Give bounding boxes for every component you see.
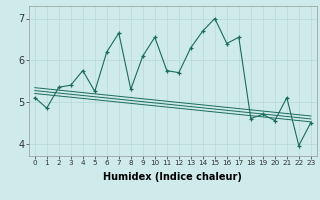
X-axis label: Humidex (Indice chaleur): Humidex (Indice chaleur): [103, 172, 242, 182]
